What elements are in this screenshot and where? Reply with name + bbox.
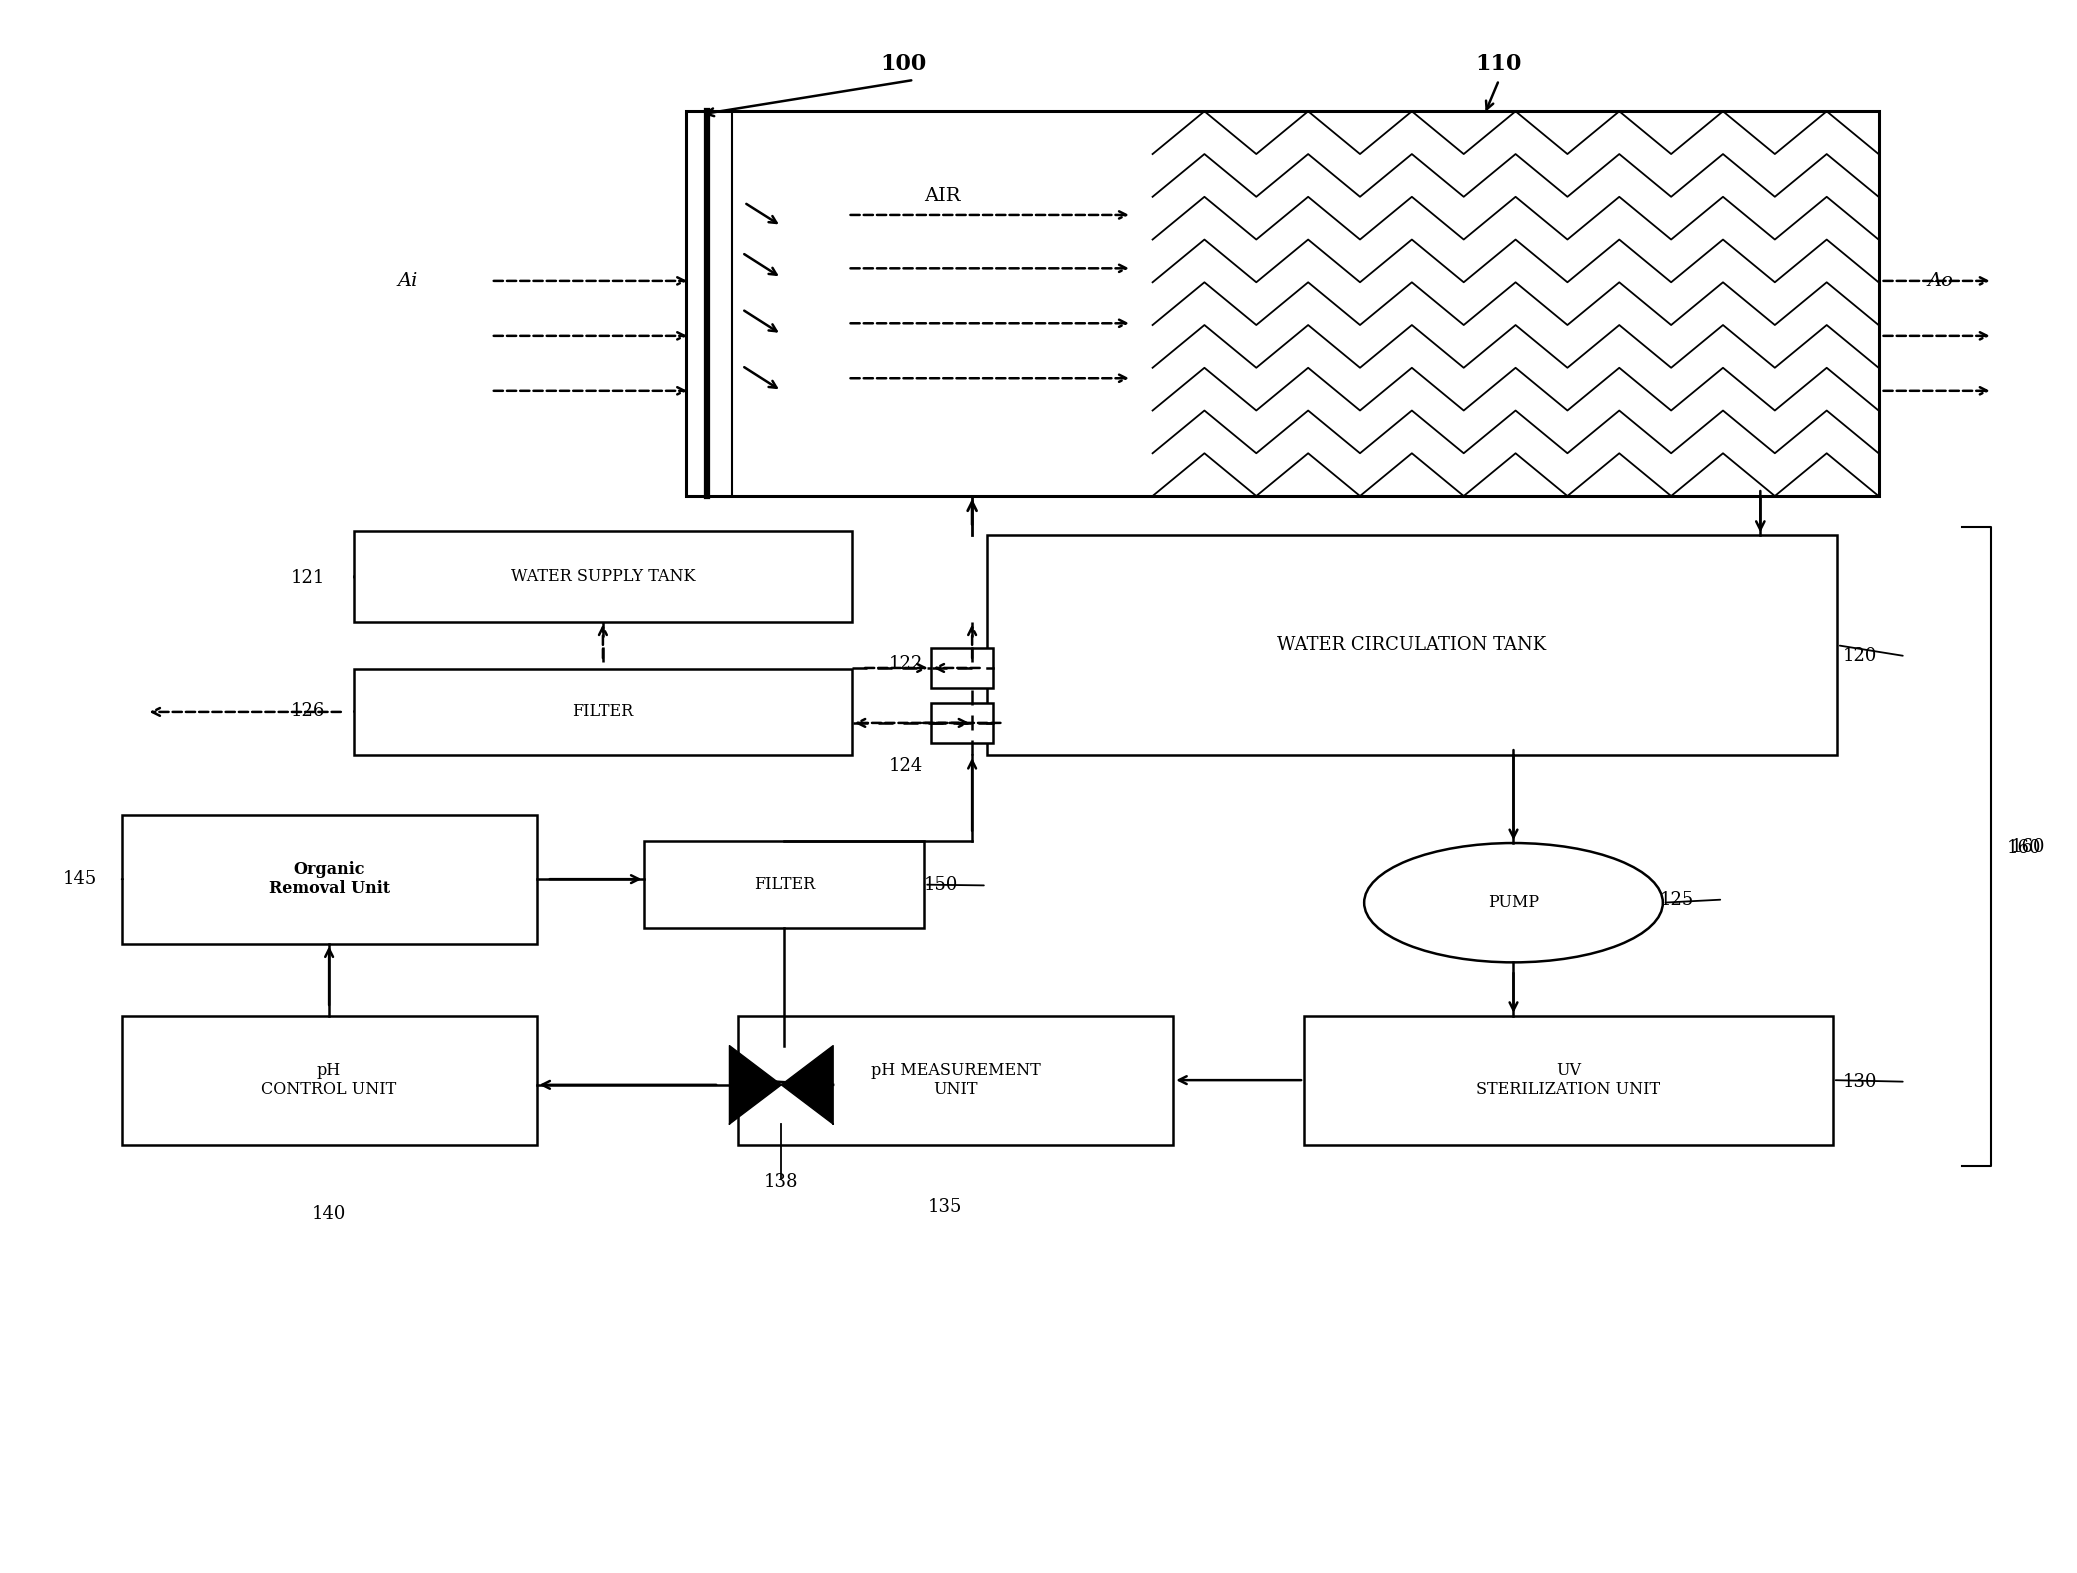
Text: 138: 138 xyxy=(764,1173,798,1191)
Text: 135: 135 xyxy=(928,1199,962,1216)
Bar xyxy=(123,1016,536,1145)
Text: Organic
Removal Unit: Organic Removal Unit xyxy=(268,860,390,898)
Text: 124: 124 xyxy=(889,757,922,775)
Text: 160: 160 xyxy=(2011,838,2046,856)
Text: 140: 140 xyxy=(312,1205,347,1222)
Text: 150: 150 xyxy=(924,876,957,895)
Text: 122: 122 xyxy=(889,654,922,673)
Polygon shape xyxy=(729,1046,781,1125)
Text: 121: 121 xyxy=(291,569,326,587)
Text: 130: 130 xyxy=(1842,1073,1878,1090)
Bar xyxy=(685,112,1878,495)
Bar xyxy=(123,815,536,944)
Text: WATER CIRCULATION TANK: WATER CIRCULATION TANK xyxy=(1277,635,1547,654)
Text: Ao: Ao xyxy=(1927,272,1954,289)
Bar xyxy=(353,669,852,755)
Ellipse shape xyxy=(1365,843,1664,963)
Text: Ai: Ai xyxy=(399,272,417,289)
Text: WATER SUPPLY TANK: WATER SUPPLY TANK xyxy=(511,568,696,585)
Text: FILTER: FILTER xyxy=(754,876,814,893)
Bar xyxy=(930,648,993,687)
Text: 120: 120 xyxy=(1842,647,1878,665)
Bar xyxy=(644,842,924,928)
Text: FILTER: FILTER xyxy=(573,703,633,720)
Text: pH MEASUREMENT
UNIT: pH MEASUREMENT UNIT xyxy=(870,1062,1041,1098)
Bar xyxy=(737,1016,1174,1145)
Bar xyxy=(987,535,1836,755)
Text: 100: 100 xyxy=(881,53,926,76)
Bar xyxy=(1304,1016,1832,1145)
Text: AIR: AIR xyxy=(924,187,960,204)
Text: 160: 160 xyxy=(2006,838,2042,857)
Bar xyxy=(353,530,852,621)
Text: 125: 125 xyxy=(1660,890,1695,909)
Text: 110: 110 xyxy=(1477,53,1522,76)
Text: 145: 145 xyxy=(62,870,98,889)
Polygon shape xyxy=(781,1046,833,1125)
Text: PUMP: PUMP xyxy=(1487,893,1539,911)
Text: UV
STERILIZATION UNIT: UV STERILIZATION UNIT xyxy=(1477,1062,1660,1098)
Text: pH
CONTROL UNIT: pH CONTROL UNIT xyxy=(262,1062,397,1098)
Bar xyxy=(930,703,993,742)
Text: 126: 126 xyxy=(291,702,326,720)
